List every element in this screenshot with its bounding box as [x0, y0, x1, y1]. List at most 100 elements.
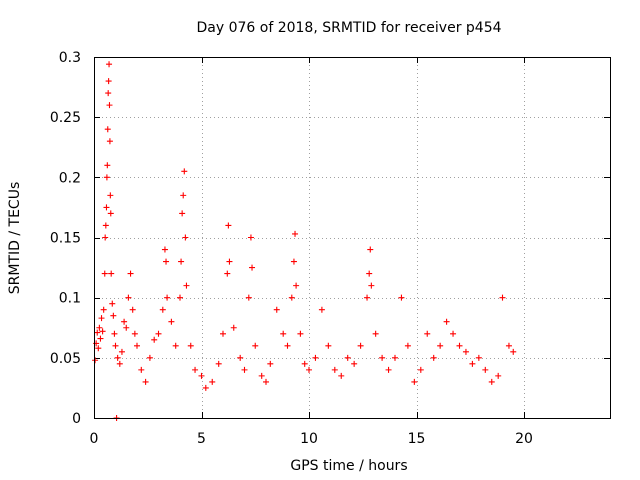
data-point [443, 318, 450, 325]
data-point [351, 360, 358, 367]
x-tick-label: 20 [515, 431, 533, 447]
data-point [284, 342, 291, 349]
data-point [469, 360, 476, 367]
data-point [237, 354, 244, 361]
data-point [293, 282, 300, 289]
data-point [103, 204, 110, 211]
data-point [392, 354, 398, 361]
data-point [108, 270, 115, 277]
data-point [437, 342, 444, 349]
data-point [398, 294, 405, 301]
data-point [96, 324, 103, 331]
data-point [183, 282, 190, 289]
data-point [179, 210, 186, 217]
data-point [224, 270, 231, 277]
data-point [306, 366, 312, 373]
data-point [488, 378, 495, 385]
data-point [106, 138, 113, 145]
data-point [404, 342, 411, 349]
data-point [182, 234, 189, 241]
data-point [142, 378, 149, 385]
data-point [312, 354, 319, 361]
data-point [430, 354, 437, 361]
data-point [116, 360, 123, 367]
data-point [163, 258, 170, 265]
data-point [220, 330, 226, 337]
data-point [118, 348, 125, 355]
data-point [172, 342, 179, 349]
data-point [177, 294, 183, 301]
y-tick-label: 0.15 [50, 231, 81, 247]
data-point [280, 330, 287, 337]
data-point [109, 300, 116, 307]
x-tick-label: 15 [408, 431, 426, 447]
data-point [482, 366, 489, 373]
data-point [249, 264, 256, 271]
data-point [462, 348, 469, 355]
data-point [475, 354, 482, 361]
data-point [131, 330, 138, 337]
data-point [161, 246, 168, 253]
plot-frame [94, 57, 611, 419]
x-tick-label: 5 [197, 431, 206, 447]
data-point [127, 270, 134, 277]
y-tick-label: 0.05 [50, 351, 81, 367]
x-tick-label: 10 [300, 431, 318, 447]
data-point [111, 330, 118, 337]
data-point [98, 315, 105, 322]
data-point [97, 335, 104, 342]
data-point [368, 282, 375, 289]
data-point [102, 234, 109, 241]
data-point [125, 294, 132, 301]
data-point [112, 342, 119, 349]
y-tick-label: 0.25 [50, 110, 81, 126]
data-point [505, 342, 512, 349]
data-point [499, 294, 506, 301]
data-point [110, 312, 117, 319]
data-point [252, 342, 259, 349]
data-point [450, 330, 457, 337]
data-point [94, 329, 101, 336]
data-point [100, 306, 107, 313]
data-point [159, 306, 166, 313]
data-point [102, 222, 109, 229]
data-point [178, 258, 185, 265]
data-point [104, 162, 111, 169]
data-point [215, 360, 222, 367]
data-point [510, 348, 517, 355]
data-point [92, 357, 99, 364]
data-point [379, 354, 386, 361]
data-point [121, 318, 128, 325]
data-point [344, 354, 351, 361]
data-point [411, 378, 418, 385]
data-point [297, 330, 304, 337]
data-point [247, 234, 254, 241]
data-point [180, 192, 187, 199]
data-point [357, 342, 364, 349]
data-point [181, 168, 188, 175]
data-point [267, 360, 274, 367]
data-point [105, 90, 112, 97]
data-point [168, 318, 175, 325]
data-point [338, 372, 345, 379]
data-point [225, 222, 232, 229]
data-point [385, 366, 392, 373]
data-point [151, 336, 158, 343]
data-point [114, 354, 121, 361]
data-point [258, 372, 265, 379]
data-point [107, 192, 114, 199]
data-point [104, 126, 111, 133]
data-point [123, 324, 130, 331]
data-point [364, 294, 371, 301]
data-point [101, 270, 108, 277]
y-tick-label: 0.1 [59, 291, 81, 307]
data-point [198, 372, 205, 379]
data-point [103, 174, 110, 181]
x-axis-label: GPS time / hours [290, 458, 407, 474]
y-tick-label: 0.2 [59, 170, 81, 186]
data-point [292, 230, 299, 237]
data-point [192, 366, 199, 373]
grid [94, 57, 610, 418]
data-point [301, 360, 308, 367]
